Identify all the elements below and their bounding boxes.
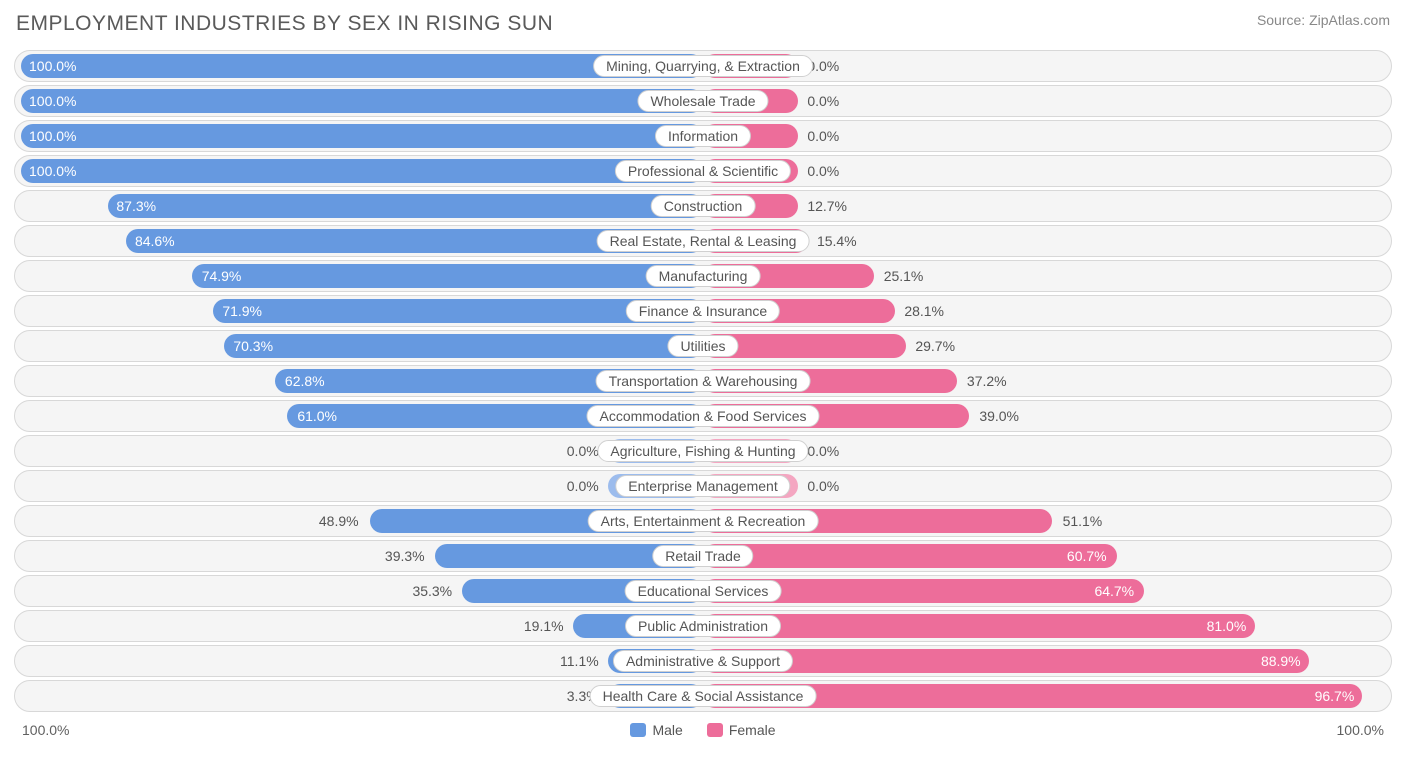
chart-row: Enterprise Management 0.0% 0.0%	[14, 470, 1392, 502]
chart-row: Public Administration 19.1% 81.0%	[14, 610, 1392, 642]
female-pct: 96.7%	[1315, 688, 1355, 704]
row-label: Information	[655, 125, 751, 147]
male-bar	[21, 89, 703, 113]
male-pct: 100.0%	[29, 128, 76, 144]
row-label: Administrative & Support	[613, 650, 793, 672]
chart-row: Arts, Entertainment & Recreation 48.9% 51.…	[14, 505, 1392, 537]
female-pct: 51.1%	[1063, 513, 1103, 529]
row-label: Professional & Scientific	[615, 160, 791, 182]
male-bar	[108, 194, 703, 218]
row-label: Mining, Quarrying, & Extraction	[593, 55, 813, 77]
female-pct: 0.0%	[807, 128, 839, 144]
legend-female-swatch	[707, 723, 723, 737]
chart-row: Wholesale Trade 100.0% 0.0%	[14, 85, 1392, 117]
chart-row: Mining, Quarrying, & Extraction100.0%0.0…	[14, 50, 1392, 82]
chart-header: EMPLOYMENT INDUSTRIES BY SEX IN RISING S…	[10, 12, 1396, 50]
chart-row: Information 100.0% 0.0%	[14, 120, 1392, 152]
female-pct: 25.1%	[884, 268, 924, 284]
female-pct: 37.2%	[967, 373, 1007, 389]
male-bar	[192, 264, 703, 288]
row-label: Transportation & Warehousing	[596, 370, 811, 392]
row-label: Accommodation & Food Services	[587, 405, 820, 427]
female-pct: 12.7%	[807, 198, 847, 214]
chart-row: Transportation & Warehousing 62.8% 37.2%	[14, 365, 1392, 397]
female-pct: 64.7%	[1094, 583, 1134, 599]
legend-male-swatch	[630, 723, 646, 737]
row-label: Real Estate, Rental & Leasing	[597, 230, 810, 252]
male-pct: 100.0%	[29, 93, 76, 109]
axis-left-label: 100.0%	[22, 722, 69, 738]
female-pct: 0.0%	[807, 163, 839, 179]
legend: Male Female	[630, 722, 775, 738]
female-pct: 28.1%	[904, 303, 944, 319]
male-pct: 100.0%	[29, 163, 76, 179]
row-label: Finance & Insurance	[626, 300, 780, 322]
male-pct: 0.0%	[567, 443, 599, 459]
row-label: Construction	[651, 195, 756, 217]
male-bar	[21, 159, 703, 183]
legend-female-label: Female	[729, 722, 776, 738]
male-pct: 74.9%	[202, 268, 242, 284]
chart-row: Manufacturing 74.9% 25.1%	[14, 260, 1392, 292]
female-pct: 15.4%	[817, 233, 857, 249]
male-pct: 62.8%	[285, 373, 325, 389]
female-pct: 39.0%	[979, 408, 1019, 424]
female-pct: 29.7%	[915, 338, 955, 354]
male-pct: 61.0%	[297, 408, 337, 424]
male-pct: 70.3%	[233, 338, 273, 354]
row-label: Agriculture, Fishing & Hunting	[597, 440, 808, 462]
female-bar	[703, 544, 1117, 568]
row-label: Wholesale Trade	[637, 90, 768, 112]
female-pct: 88.9%	[1261, 653, 1301, 669]
chart-row: Finance & Insurance 71.9% 28.1%	[14, 295, 1392, 327]
chart-row: Professional & Scientific 100.0% 0.0%	[14, 155, 1392, 187]
male-pct: 0.0%	[567, 478, 599, 494]
male-pct: 87.3%	[116, 198, 156, 214]
row-label: Retail Trade	[652, 545, 753, 567]
male-bar	[21, 124, 703, 148]
chart-row: Educational Services 35.3% 64.7%	[14, 575, 1392, 607]
male-pct: 35.3%	[412, 583, 452, 599]
chart-row: Health Care & Social Assistance3.3%96.7%	[14, 680, 1392, 712]
row-label: Public Administration	[625, 615, 781, 637]
legend-male-label: Male	[652, 722, 682, 738]
row-label: Educational Services	[625, 580, 782, 602]
chart-row: Utilities 70.3% 29.7%	[14, 330, 1392, 362]
row-label: Manufacturing	[646, 265, 761, 287]
female-pct: 0.0%	[807, 443, 839, 459]
female-pct: 81.0%	[1207, 618, 1247, 634]
chart-row: Accommodation & Food Services 61.0% 39.0%	[14, 400, 1392, 432]
female-bar	[703, 614, 1255, 638]
chart-footer: 100.0% Male Female 100.0%	[10, 712, 1396, 738]
row-label: Arts, Entertainment & Recreation	[588, 510, 819, 532]
chart-row: Administrative & Support 11.1% 88.9%	[14, 645, 1392, 677]
female-pct: 60.7%	[1067, 548, 1107, 564]
male-pct: 71.9%	[222, 303, 262, 319]
chart-row: Construction 87.3% 12.7%	[14, 190, 1392, 222]
row-label: Health Care & Social Assistance	[590, 685, 817, 707]
male-bar	[224, 334, 703, 358]
female-pct: 0.0%	[807, 93, 839, 109]
male-pct: 19.1%	[524, 618, 564, 634]
chart-row: Real Estate, Rental & Leasing 84.6% 15.4%	[14, 225, 1392, 257]
chart-source: Source: ZipAtlas.com	[1257, 12, 1390, 28]
legend-male: Male	[630, 722, 682, 738]
female-pct: 0.0%	[807, 478, 839, 494]
female-bar	[703, 649, 1309, 673]
axis-right-label: 100.0%	[1337, 722, 1384, 738]
row-label: Enterprise Management	[615, 475, 790, 497]
chart-title: EMPLOYMENT INDUSTRIES BY SEX IN RISING S…	[16, 12, 553, 36]
legend-female: Female	[707, 722, 776, 738]
chart-row: Retail Trade 39.3% 60.7%	[14, 540, 1392, 572]
male-pct: 39.3%	[385, 548, 425, 564]
male-pct: 48.9%	[319, 513, 359, 529]
chart-row: Agriculture, Fishing & Hunting0.0% 0.0%	[14, 435, 1392, 467]
male-pct: 84.6%	[135, 233, 175, 249]
male-pct: 11.1%	[560, 653, 599, 669]
row-label: Utilities	[667, 335, 738, 357]
chart-body: Mining, Quarrying, & Extraction 100.0% 0.0…	[10, 50, 1396, 712]
male-pct: 100.0%	[29, 58, 76, 74]
